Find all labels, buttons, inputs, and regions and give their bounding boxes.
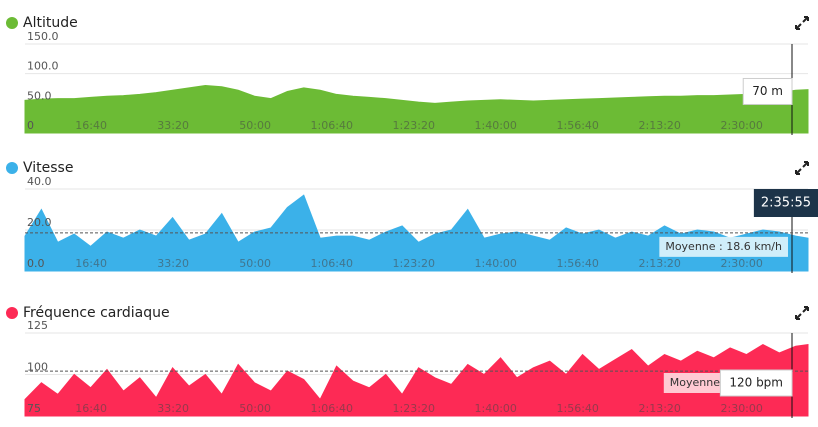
area bbox=[24, 85, 809, 134]
x-tick-label: 1:23:20 bbox=[393, 257, 435, 270]
legend-dot bbox=[6, 17, 18, 29]
x-tick-label: 33:20 bbox=[157, 402, 189, 415]
x-tick-label: 16:40 bbox=[75, 402, 107, 415]
x-tick-label: 1:40:00 bbox=[475, 119, 517, 132]
x-tick-label: 2:13:20 bbox=[639, 257, 681, 270]
tooltip-label: 120 bpm bbox=[729, 376, 783, 390]
x-tick-label: 50:00 bbox=[239, 257, 271, 270]
y-tick-label: 20.0 bbox=[27, 216, 52, 229]
y-tick-label: 40.0 bbox=[27, 175, 52, 188]
tooltip-label: 70 m bbox=[752, 84, 783, 98]
y-tick-label: 50.0 bbox=[27, 89, 52, 102]
chart-title: Fréquence cardiaque bbox=[23, 305, 170, 321]
x-tick-label: 1:56:40 bbox=[557, 402, 599, 415]
y-tick-label: 150.0 bbox=[27, 30, 59, 43]
x-tick-label: 1:40:00 bbox=[475, 402, 517, 415]
x-tick-label: 1:56:40 bbox=[557, 119, 599, 132]
x-tick-label: 1:40:00 bbox=[475, 257, 517, 270]
y-tick-label: 0.0 bbox=[27, 257, 45, 270]
x-tick-label: 2:30:00 bbox=[720, 402, 762, 415]
expand-icon[interactable] bbox=[795, 306, 809, 320]
x-tick-label: 2:13:20 bbox=[639, 119, 681, 132]
x-tick-label: 1:06:40 bbox=[311, 257, 353, 270]
average-label: Moyenne bbox=[670, 376, 720, 389]
x-tick-label: 50:00 bbox=[239, 402, 271, 415]
x-tick-label: 1:23:20 bbox=[393, 402, 435, 415]
y-tick-label: 125 bbox=[27, 319, 48, 332]
x-tick-label: 16:40 bbox=[75, 257, 107, 270]
y-tick-label: 0 bbox=[27, 119, 34, 132]
tooltip-box bbox=[719, 369, 793, 397]
average-label: Moyenne : 18.6 km/h bbox=[665, 240, 782, 253]
average-label-bg bbox=[663, 373, 727, 393]
expand-icon[interactable] bbox=[795, 161, 809, 175]
tooltip-box bbox=[742, 77, 793, 105]
x-tick-label: 16:40 bbox=[75, 119, 107, 132]
y-tick-label: 100 bbox=[27, 361, 48, 374]
x-tick-label: 1:06:40 bbox=[311, 119, 353, 132]
chart-title: Altitude bbox=[23, 15, 78, 31]
y-tick-label: 75 bbox=[27, 402, 41, 415]
area bbox=[24, 344, 809, 417]
x-tick-label: 1:23:20 bbox=[393, 119, 435, 132]
average-label-bg bbox=[659, 236, 789, 257]
x-tick-label: 33:20 bbox=[157, 119, 189, 132]
expand-icon[interactable] bbox=[795, 16, 809, 30]
cursor-time-box bbox=[753, 189, 818, 217]
chart-title: Vitesse bbox=[23, 160, 73, 176]
x-tick-label: 1:06:40 bbox=[311, 402, 353, 415]
x-tick-label: 1:56:40 bbox=[557, 257, 599, 270]
x-tick-label: 33:20 bbox=[157, 257, 189, 270]
x-tick-label: 50:00 bbox=[239, 119, 271, 132]
legend-dot bbox=[6, 162, 18, 174]
cursor-time: 2:35:55 bbox=[761, 196, 811, 211]
x-tick-label: 2:30:00 bbox=[720, 257, 762, 270]
legend-dot bbox=[6, 307, 18, 319]
x-tick-label: 2:30:00 bbox=[720, 119, 762, 132]
x-tick-label: 2:13:20 bbox=[639, 402, 681, 415]
y-tick-label: 100.0 bbox=[27, 60, 59, 73]
